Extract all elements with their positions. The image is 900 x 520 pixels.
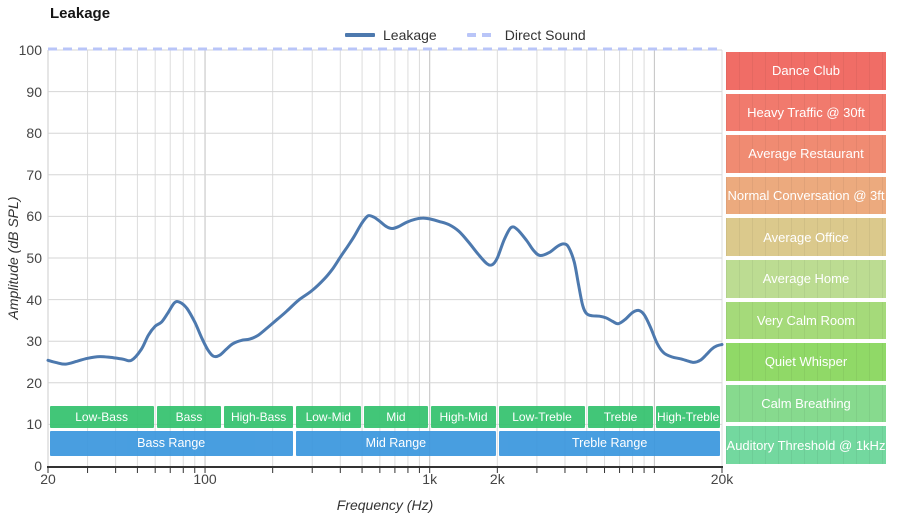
noise-level-row: Average Office — [726, 218, 886, 256]
tone-band: High-Treble — [655, 406, 721, 428]
noise-level-row: Normal Conversation @ 3ft — [726, 176, 886, 215]
leakage-line-sample-icon — [345, 33, 375, 37]
y-tick-label: 0 — [34, 458, 42, 474]
y-tick-label: 20 — [26, 374, 42, 391]
noise-level-row: Average Home — [726, 260, 886, 298]
legend-label-direct-sound: Direct Sound — [504, 27, 586, 43]
legend-label-leakage: Leakage — [383, 27, 437, 43]
x-tick-label: 100 — [193, 471, 217, 487]
range-band: Bass Range — [49, 430, 293, 456]
legend-item-leakage: Leakage — [345, 27, 437, 43]
tone-band: Mid — [363, 406, 429, 428]
tone-band: Low-Treble — [498, 406, 586, 428]
tone-band: Low-Mid — [295, 406, 361, 428]
y-tick-label: 30 — [26, 333, 42, 350]
noise-level-row: Heavy Traffic @ 30ft — [726, 93, 886, 132]
x-axis-title: Frequency (Hz) — [336, 497, 434, 513]
x-tick-label: 20k — [710, 471, 734, 487]
y-tick-label: 50 — [26, 250, 42, 266]
direct-sound-dash-sample-icon — [466, 33, 497, 37]
tone-band: Treble — [588, 406, 653, 428]
tone-band: Low-Bass — [49, 406, 154, 428]
legend: Leakage Direct Sound — [345, 27, 586, 43]
y-tick-label: 90 — [26, 83, 42, 100]
y-tick-label: 100 — [18, 42, 42, 58]
noise-level-row: Auditory Threshold @ 1kHz — [726, 426, 886, 464]
tone-band: High-Mid — [431, 406, 496, 428]
noise-level-row: Calm Breathing — [726, 384, 886, 423]
noise-level-row: Quiet Whisper — [726, 343, 886, 381]
y-tick-label: 60 — [26, 208, 42, 225]
tone-band: High-Bass — [224, 406, 293, 428]
range-band: Mid Range — [295, 430, 496, 456]
tone-band: Bass — [156, 406, 222, 428]
range-band: Treble Range — [498, 430, 721, 456]
y-tick-label: 70 — [26, 166, 42, 183]
x-tick-label: 20 — [40, 471, 56, 487]
noise-level-row: Very Calm Room — [726, 301, 886, 340]
x-tick-label: 2k — [489, 471, 505, 487]
chart-title: Leakage — [50, 5, 111, 22]
noise-level-row: Dance Club — [726, 52, 886, 90]
y-tick-label: 80 — [26, 125, 42, 142]
leakage-curve — [46, 214, 724, 366]
y-tick-label: 40 — [26, 291, 42, 308]
noise-level-row: Average Restaurant — [726, 135, 886, 173]
y-axis-title: Amplitude (dB SPL) — [5, 196, 21, 320]
legend-item-direct-sound: Direct Sound — [466, 27, 586, 43]
x-tick-label: 1k — [422, 471, 438, 487]
y-tick-label: 10 — [26, 416, 42, 433]
